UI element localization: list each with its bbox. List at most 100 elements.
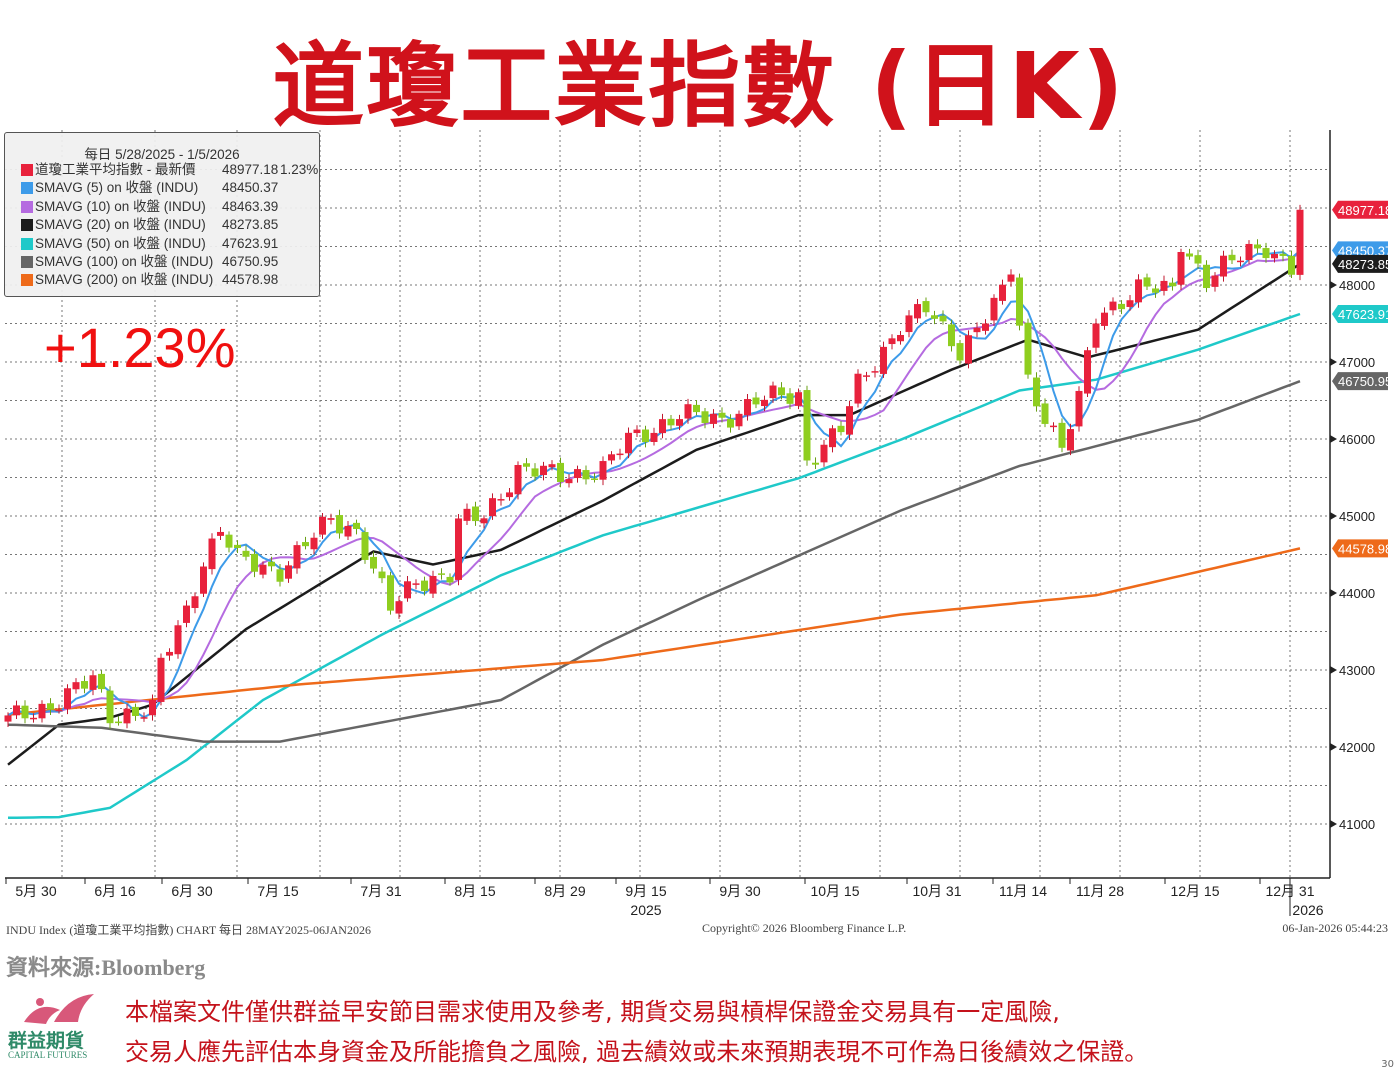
candle-body (761, 399, 768, 407)
candle-body (888, 338, 896, 345)
legend-name: SMAVG (50) on 收盤 (INDU) (35, 235, 206, 251)
candle-body (106, 690, 114, 724)
candle-body (565, 479, 573, 484)
price-tag (1332, 254, 1388, 273)
candle-body (370, 556, 377, 569)
candle-body (956, 343, 964, 361)
candle-body (336, 515, 343, 534)
candle-body (183, 605, 190, 623)
price-tag (1332, 539, 1388, 558)
candle-body (982, 323, 989, 331)
legend-row: 道瓊工業平均指數 - 最新價 48977.18 1.23% (5, 161, 319, 179)
candle-body (871, 371, 879, 373)
legend-row: SMAVG (5) on 收盤 (INDU) 48450.37 (5, 179, 319, 197)
price-tag (1332, 200, 1388, 219)
candle-body (89, 675, 97, 690)
candle-body (438, 573, 445, 575)
y-tick-label: 47000 (1339, 355, 1375, 370)
candle-body (55, 709, 63, 712)
candle-body (1101, 312, 1108, 326)
candle-body (548, 464, 556, 468)
candle-body (387, 575, 394, 611)
legend-name: SMAVG (200) on 收盤 (INDU) (35, 272, 214, 288)
candle-body (599, 461, 607, 480)
x-tick-label: 11月 14 (999, 883, 1047, 899)
legend-swatch (21, 182, 33, 195)
candle-body (744, 399, 751, 416)
candle-body (1118, 303, 1125, 310)
candle-body (1058, 422, 1066, 448)
price-tag (1332, 304, 1388, 323)
x-tick-label: 6月 30 (171, 883, 212, 899)
candle-body (540, 465, 547, 476)
candle-body (1126, 300, 1134, 307)
footer-left: INDU Index (道瓊工業平均指數) CHART 每日 28MAY2025… (6, 923, 371, 937)
candle-body (650, 432, 658, 442)
candle-body (693, 404, 700, 413)
ma-line-100 (7, 380, 1301, 743)
price-tag-label: 44578.98 (1338, 541, 1392, 556)
candle-body (1279, 253, 1287, 256)
disclaimer-line-1: 本檔案文件僅供群益早安節目需求使用及參考, 期貨交易與槓桿保證金交易具有一定風險… (125, 998, 1060, 1026)
candle-body (990, 297, 998, 321)
price-tag-label: 47623.91 (1338, 307, 1392, 322)
legend-value: 47623.91 (222, 235, 279, 251)
candle-body (1254, 244, 1261, 249)
legend-name: SMAVG (20) on 收盤 (INDU) (35, 217, 206, 233)
candle-body (1160, 280, 1168, 291)
source-label: 資料來源:Bloomberg (6, 955, 206, 980)
candle-body (276, 569, 284, 582)
page-number: 30 (1381, 1059, 1394, 1070)
candle-body (914, 304, 921, 319)
y-tick-label: 42000 (1339, 740, 1375, 755)
x-tick-label: 10月 15 (810, 883, 859, 899)
candle-body (242, 550, 250, 557)
legend-swatch (21, 274, 33, 287)
legend: 每日 5/28/2025 - 1/5/2026 道瓊工業平均指數 - 最新價 48… (4, 132, 320, 297)
candle-body (327, 518, 335, 520)
candle-body (1109, 301, 1117, 311)
candle-body (310, 537, 318, 550)
candle-body (633, 429, 641, 434)
y-tick-label: 48000 (1339, 278, 1375, 293)
legend-row: SMAVG (20) on 收盤 (INDU) 48273.85 (5, 216, 319, 234)
candle-body (642, 429, 649, 443)
candle-body (846, 406, 853, 435)
legend-swatch (21, 200, 33, 213)
candle-body (769, 385, 777, 399)
candle-body (1203, 264, 1210, 289)
candle-body (701, 411, 709, 423)
candle-body (1237, 260, 1244, 263)
axes: 48000 47000 46000 45000 44000 43000 42000 41000… (5, 130, 1392, 918)
candle-body (81, 681, 88, 689)
legend-name: SMAVG (10) on 收盤 (INDU) (35, 198, 206, 214)
candle-body (1228, 254, 1236, 261)
logo-cn: 群益期貨 (8, 1030, 85, 1052)
y-tick (1330, 666, 1337, 674)
y-tick (1330, 512, 1337, 520)
price-tag-label: 48450.37 (1338, 243, 1392, 258)
legend-swatch (21, 255, 33, 268)
candle-body (506, 492, 513, 498)
candle-body (251, 553, 258, 572)
ma-line-200 (7, 547, 1301, 716)
legend-value: 48977.18 (222, 162, 279, 177)
candle-body (582, 470, 590, 480)
legend-swatch (21, 219, 33, 232)
price-tag (1332, 241, 1388, 260)
price-tag-label: 46750.95 (1338, 374, 1392, 389)
candle-body (1186, 253, 1193, 257)
candle-body (429, 575, 437, 594)
x-tick-label: 8月 29 (544, 883, 585, 899)
candle-body (829, 428, 836, 448)
candle-body (395, 601, 403, 614)
candle-body (361, 532, 369, 560)
legend-row: SMAVG (50) on 收盤 (INDU) 47623.91 (5, 235, 319, 253)
candle-body (514, 464, 522, 495)
candle-body (710, 413, 717, 424)
candle-body (931, 315, 938, 319)
page-title: 道瓊工業指數 (日K) (272, 33, 1126, 140)
price-tag (1332, 372, 1388, 391)
candle-body (132, 706, 139, 716)
candle-body (344, 525, 352, 537)
